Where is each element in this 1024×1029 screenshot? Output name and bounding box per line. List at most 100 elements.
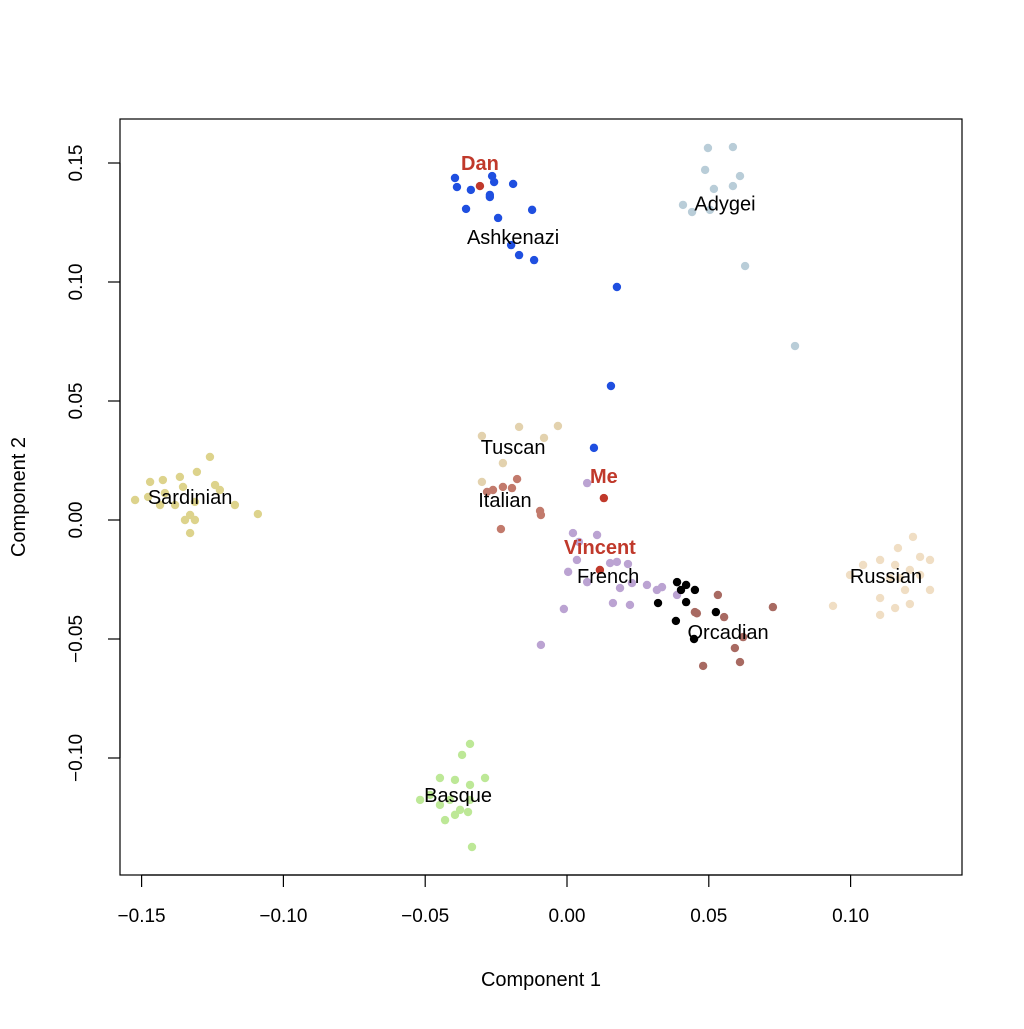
point-ashkenazi xyxy=(489,177,499,187)
point-sardinian xyxy=(178,482,188,492)
x-tick-label: −0.10 xyxy=(259,906,307,927)
point-french xyxy=(568,528,578,538)
point-adygei xyxy=(735,171,745,181)
point-sardinian xyxy=(143,492,153,502)
point-basque xyxy=(425,790,435,800)
point-adygei xyxy=(678,200,688,210)
point-basque xyxy=(465,739,475,749)
point-sardinian xyxy=(170,500,180,510)
point-ashkenazi xyxy=(452,182,462,192)
point-italian xyxy=(536,510,546,520)
point-russian xyxy=(925,555,935,565)
point-russian xyxy=(858,560,868,570)
y-tick-label: 0.10 xyxy=(66,264,87,301)
point-french xyxy=(642,580,652,590)
point-adygei xyxy=(709,184,719,194)
point-ashkenazi xyxy=(508,179,518,189)
label-basque: Basque xyxy=(424,785,492,807)
point-sardinian xyxy=(130,495,140,505)
point-sardinian xyxy=(230,500,240,510)
point-russian xyxy=(875,593,885,603)
point-russian xyxy=(895,573,905,583)
label-sardinian: Sardinian xyxy=(148,487,233,509)
point-basque xyxy=(435,800,445,810)
point-orcadian xyxy=(681,597,691,607)
point-russian xyxy=(915,570,925,580)
point-french xyxy=(574,537,584,547)
y-tick-label: −0.10 xyxy=(66,734,87,782)
point-basque xyxy=(435,773,445,783)
point-french xyxy=(563,567,573,577)
point-tuscan xyxy=(553,421,563,431)
point-tuscan xyxy=(477,477,487,487)
point-french xyxy=(612,557,622,567)
x-tick-label: 0.10 xyxy=(832,906,869,927)
point-adygei xyxy=(728,181,738,191)
point-italian xyxy=(512,474,522,484)
point-russian xyxy=(925,585,935,595)
point-russian xyxy=(908,532,918,542)
label-vincent: Vincent xyxy=(564,537,636,559)
point-ashkenazi xyxy=(612,282,622,292)
point-french xyxy=(582,478,592,488)
point-orcadian xyxy=(653,598,663,608)
point-adygei xyxy=(687,207,697,217)
point-sardinian xyxy=(192,467,202,477)
point-ashkenazi xyxy=(589,443,599,453)
point-orcadian-2 xyxy=(730,643,740,653)
point-basque xyxy=(450,810,460,820)
point-ashkenazi xyxy=(606,381,616,391)
point-french xyxy=(608,598,618,608)
point-individuals xyxy=(599,493,609,503)
point-french xyxy=(615,583,625,593)
point-basque xyxy=(465,780,475,790)
point-sardinian xyxy=(190,497,200,507)
point-russian xyxy=(875,610,885,620)
point-french xyxy=(605,558,615,568)
point-french xyxy=(536,640,546,650)
label-adygei: Adygei xyxy=(694,193,755,215)
point-orcadian-2 xyxy=(738,632,748,642)
label-dan: Dan xyxy=(461,153,499,175)
point-ashkenazi xyxy=(485,192,495,202)
point-ashkenazi xyxy=(527,205,537,215)
point-tuscan xyxy=(539,433,549,443)
point-sardinian xyxy=(185,528,195,538)
point-orcadian-2 xyxy=(768,602,778,612)
point-russian xyxy=(885,573,895,583)
label-russian: Russian xyxy=(850,566,922,588)
label-french: French xyxy=(577,566,639,588)
point-sardinian xyxy=(205,452,215,462)
point-french xyxy=(592,530,602,540)
point-sardinian xyxy=(180,515,190,525)
point-adygei xyxy=(728,142,738,152)
point-sardinian xyxy=(160,488,170,498)
x-tick-label: 0.05 xyxy=(690,906,727,927)
point-individuals xyxy=(595,565,605,575)
y-tick-label: 0.00 xyxy=(66,502,87,539)
point-orcadian-2 xyxy=(735,657,745,667)
point-ashkenazi xyxy=(506,240,516,250)
point-orcadian xyxy=(671,616,681,626)
point-basque xyxy=(445,795,455,805)
point-italian xyxy=(507,483,517,493)
label-italian: Italian xyxy=(478,490,531,512)
point-russian xyxy=(828,601,838,611)
y-tick-label: −0.05 xyxy=(66,615,87,663)
point-french xyxy=(559,604,569,614)
point-ashkenazi xyxy=(450,173,460,183)
label-tuscan: Tuscan xyxy=(481,437,546,459)
point-french xyxy=(625,600,635,610)
point-ashkenazi xyxy=(529,255,539,265)
point-ashkenazi xyxy=(461,204,471,214)
x-tick-label: −0.15 xyxy=(118,906,166,927)
point-russian xyxy=(915,552,925,562)
point-sardinian xyxy=(175,472,185,482)
point-basque xyxy=(480,773,490,783)
point-adygei xyxy=(703,143,713,153)
point-italian xyxy=(482,487,492,497)
points-layer xyxy=(130,142,935,852)
point-orcadian-2 xyxy=(692,609,702,618)
label-me: Me xyxy=(590,466,618,488)
